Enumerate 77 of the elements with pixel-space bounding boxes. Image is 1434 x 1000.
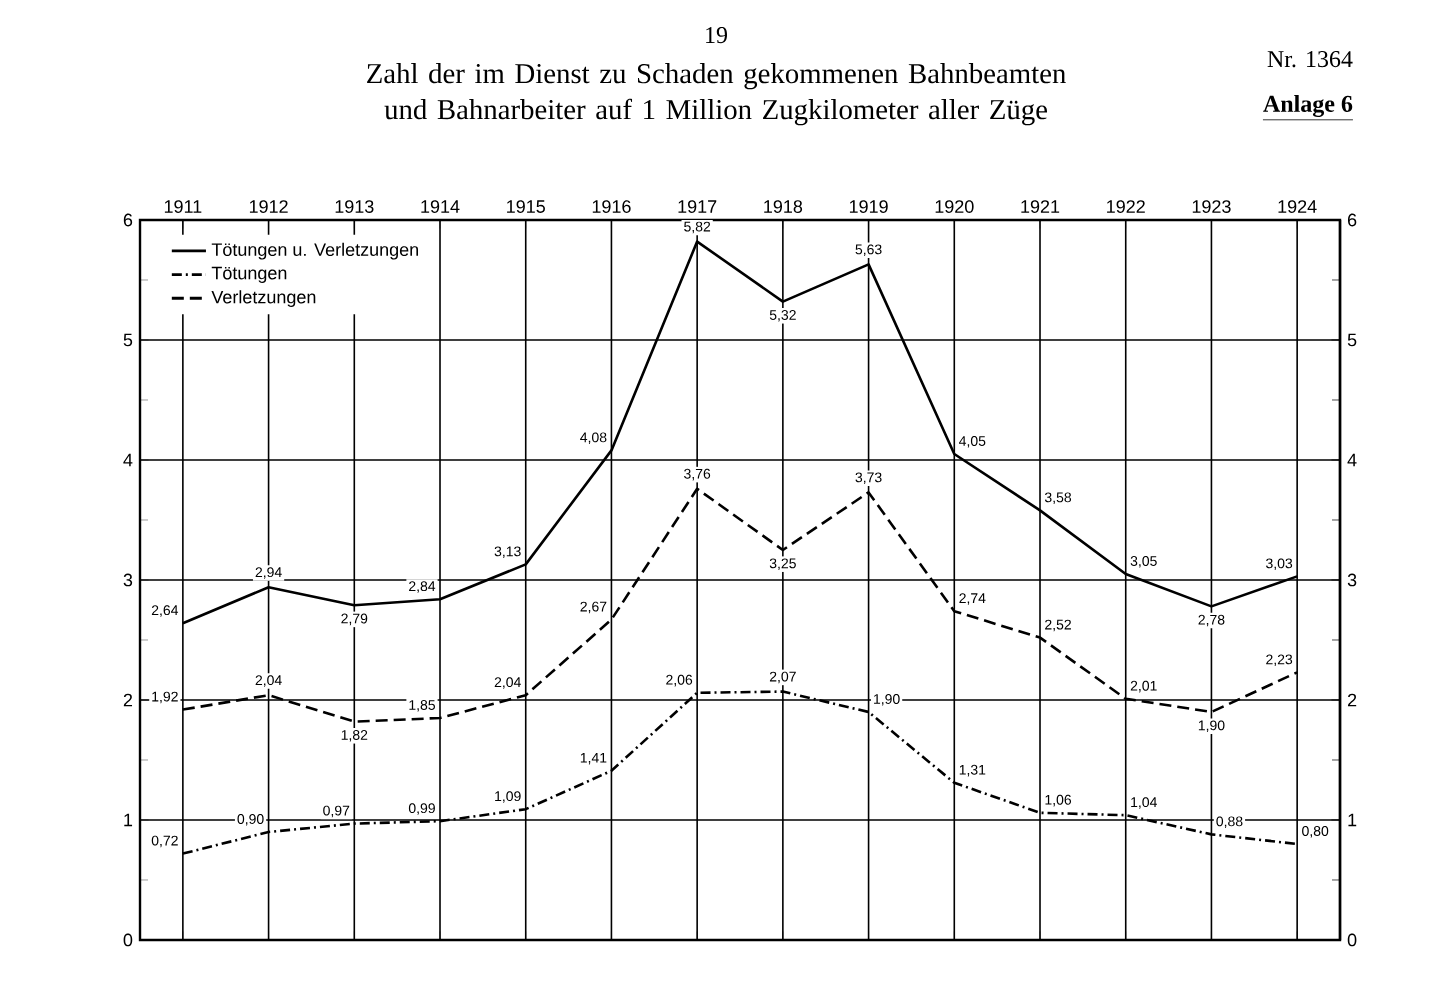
data-label: 2,01 xyxy=(1130,680,1157,693)
y2-tick-label: 0 xyxy=(1347,933,1357,947)
x-tick-label: 1912 xyxy=(249,200,288,213)
data-label: 2,94 xyxy=(255,567,282,579)
y-tick-label: 6 xyxy=(123,213,133,227)
data-label: 2,06 xyxy=(666,674,693,687)
x-tick-label: 1914 xyxy=(421,200,460,213)
data-label: 3,73 xyxy=(855,472,882,484)
data-label: 2,04 xyxy=(255,675,282,687)
y2-tick-label: 2 xyxy=(1347,693,1357,707)
data-label: 2,04 xyxy=(494,677,521,689)
data-label: 4,05 xyxy=(959,436,986,448)
y-tick-label: 4 xyxy=(123,453,133,467)
data-label: 3,76 xyxy=(684,468,711,481)
y-tick-label: 1 xyxy=(124,813,133,827)
data-label: 3,13 xyxy=(494,546,521,558)
data-label: 0,99 xyxy=(408,803,435,815)
data-label: 0,72 xyxy=(151,835,178,848)
x-tick-label: 1924 xyxy=(1278,200,1317,213)
text: Nr. 1364 xyxy=(1267,51,1353,68)
data-label: 3,05 xyxy=(1130,556,1157,568)
y2-tick-label: 5 xyxy=(1347,333,1357,347)
text: Anlage 6 xyxy=(1263,95,1353,117)
data-label: 2,52 xyxy=(1045,619,1071,632)
data-label: 0,97 xyxy=(323,805,350,818)
x-tick-label: 1922 xyxy=(1107,200,1145,213)
data-label: 2,79 xyxy=(341,613,368,626)
data-label: 1,85 xyxy=(409,700,435,712)
data-label: 3,25 xyxy=(769,558,796,570)
x-tick-label: 1920 xyxy=(935,200,974,213)
text: 19 xyxy=(706,27,728,44)
chart-title: Zahl der im Dienst zu Schaden gekommenen Bahnbeamten und Bahnarbeiter auf 1 Million Zugkilometer aller Züge xyxy=(367,63,1066,126)
data-label: 1,41 xyxy=(580,752,607,765)
data-label: 2,67 xyxy=(580,601,607,614)
x-tick-label: 1921 xyxy=(1021,200,1060,213)
data-label: 1,06 xyxy=(1045,794,1072,807)
x-tick-label: 1923 xyxy=(1192,200,1231,213)
data-label: 2,07 xyxy=(769,671,796,684)
legend-label: Tötungen xyxy=(211,266,287,283)
data-label: 2,78 xyxy=(1198,614,1225,627)
y2-tick-label: 6 xyxy=(1347,213,1357,227)
y2-tick-label: 4 xyxy=(1347,453,1357,467)
x-tick-label: 1915 xyxy=(507,200,545,213)
y2-tick-label: 1 xyxy=(1348,813,1357,827)
x-tick-label: 1913 xyxy=(335,200,374,213)
data-label: 3,58 xyxy=(1044,492,1072,504)
data-label: 2,64 xyxy=(151,605,179,617)
data-label: 5,63 xyxy=(855,244,882,256)
data-label: 0,88 xyxy=(1216,816,1243,828)
x-tick-label: 1919 xyxy=(849,200,888,213)
y-tick-label: 3 xyxy=(123,573,133,587)
data-label: 1,04 xyxy=(1131,797,1157,809)
data-label: 2,23 xyxy=(1266,654,1293,666)
data-label: 1,92 xyxy=(152,691,178,704)
x-tick-label: 1917 xyxy=(678,200,717,213)
data-label: 0,80 xyxy=(1302,826,1329,838)
data-label: 4,08 xyxy=(580,432,607,444)
data-label: 5,32 xyxy=(769,310,796,322)
data-label: 2,84 xyxy=(409,581,436,593)
data-label: 3,03 xyxy=(1266,558,1293,570)
legend-label: Tötungen u. Verletzungen xyxy=(211,242,418,260)
y-tick-label: 2 xyxy=(123,693,133,707)
data-label: 1,90 xyxy=(874,694,900,706)
y2-tick-label: 3 xyxy=(1347,573,1357,587)
legend-label: Verletzungen xyxy=(211,290,316,307)
data-label: 5,82 xyxy=(684,221,711,234)
x-tick-label: 1916 xyxy=(592,200,631,213)
data-label: 0,90 xyxy=(237,814,264,826)
y-tick-label: 0 xyxy=(123,933,133,947)
data-label: 1,82 xyxy=(341,730,368,742)
data-label: 1,31 xyxy=(959,764,986,777)
data-label: 2,74 xyxy=(959,593,986,605)
x-tick-label: 1911 xyxy=(164,200,202,213)
x-tick-label: 1918 xyxy=(764,200,803,213)
data-label: 1,90 xyxy=(1198,720,1225,732)
data-label: 1,09 xyxy=(495,791,521,803)
y-tick-label: 5 xyxy=(123,333,133,347)
